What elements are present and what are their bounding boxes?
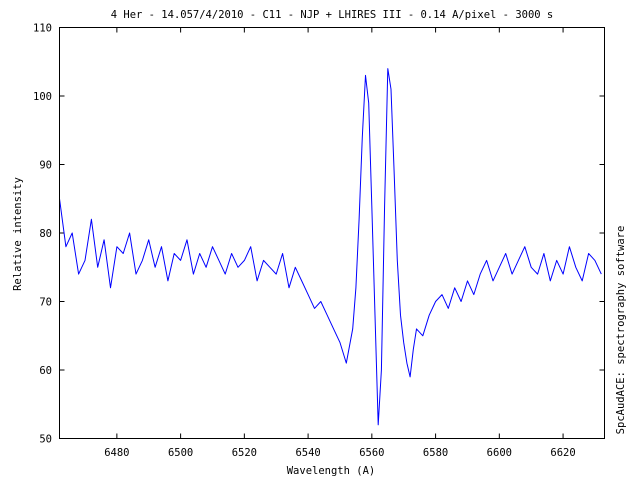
- x-tick-label: 6480: [104, 447, 129, 459]
- y-tick-label: 70: [39, 297, 52, 309]
- y-tick-label: 90: [39, 160, 52, 172]
- axis-ticks: 6480 6500 6520 6540 6560 6580 6600 6620 50 60 70 80…: [33, 23, 605, 459]
- x-tick-label: 6600: [487, 447, 512, 459]
- x-tick-label: 6580: [423, 447, 448, 459]
- x-tick-label: 6500: [168, 447, 193, 459]
- plot-frame: [59, 27, 605, 439]
- y-tick-label: 80: [39, 228, 52, 240]
- y-tick-label: 50: [39, 434, 52, 446]
- chart-title: 4 Her - 14.057/4/2010 - C11 - NJP + LHIR…: [111, 9, 554, 21]
- x-tick-label: 6520: [232, 447, 257, 459]
- y-tick-label: 110: [33, 23, 52, 35]
- x-tick-label: 6560: [359, 447, 384, 459]
- software-credit-label: SpcAudACE: spectrography software: [615, 226, 627, 435]
- y-axis-label: Relative intensity: [12, 177, 24, 291]
- y-tick-label: 100: [33, 91, 52, 103]
- x-tick-label: 6540: [295, 447, 320, 459]
- spectrum-line: [59, 68, 602, 426]
- y-tick-label: 60: [39, 365, 52, 377]
- x-tick-label: 6620: [550, 447, 575, 459]
- x-axis-label: Wavelength (A): [287, 465, 376, 477]
- series-layer: [59, 68, 602, 426]
